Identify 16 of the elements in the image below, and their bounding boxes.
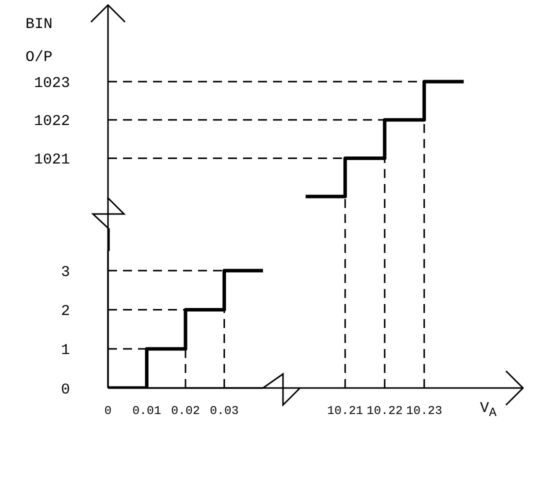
- y-tick-label: 1: [60, 342, 70, 360]
- x-tick-label: 0.03: [210, 404, 239, 418]
- y-tick-label: 0: [60, 381, 70, 398]
- y-axis-title: BIN O/P: [24, 15, 54, 68]
- y-tick-label: 2: [60, 303, 70, 320]
- y-tick-label: 3: [60, 264, 70, 281]
- x-tick-label: 10.22: [366, 404, 403, 418]
- y-tick-label: 1022: [34, 113, 70, 130]
- x-tick-label: 0.01: [132, 404, 162, 418]
- y-tick-label: 1021: [34, 152, 70, 169]
- x-tick-label: 0.02: [171, 404, 200, 418]
- x-tick-label: 10.23: [406, 404, 442, 418]
- x-tick-label: 10.21: [327, 404, 364, 418]
- x-tick-label: 0: [104, 404, 112, 418]
- x-axis-title: V$_{A}$: [480, 400, 497, 420]
- y-tick-label: 1023: [34, 74, 70, 92]
